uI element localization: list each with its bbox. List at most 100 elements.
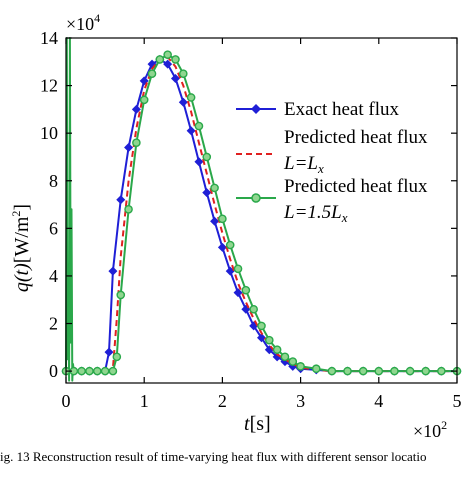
- data-layer: [61, 37, 462, 382]
- series-0-point: [272, 352, 282, 362]
- series-2-point: [241, 285, 251, 295]
- x-tick-label: 4: [374, 391, 383, 411]
- series-0-point: [131, 104, 141, 114]
- series-0-point: [217, 242, 227, 252]
- y-tick-label: 14: [40, 28, 58, 48]
- series-2-point: [296, 362, 305, 371]
- series-0-point: [170, 73, 180, 83]
- x-axis-var: t: [244, 413, 250, 435]
- series-0-point: [116, 195, 126, 205]
- series-2-point: [147, 69, 157, 78]
- series-0-point: [194, 157, 204, 167]
- series-2-point: [358, 366, 368, 376]
- series-2-point: [210, 183, 219, 193]
- y-multiplier-base: ×10: [66, 14, 94, 34]
- series-2-point: [265, 335, 274, 345]
- series-0-point: [178, 97, 188, 107]
- series-2-point: [374, 366, 384, 376]
- series-2-point: [85, 366, 94, 376]
- series-0-point: [108, 266, 118, 276]
- x-multiplier: ×102: [413, 418, 447, 441]
- series-0-point: [202, 188, 212, 198]
- legend-pred1-line1: Predicted heat flux: [284, 127, 428, 148]
- series-0-point: [124, 142, 134, 152]
- series-2-point: [202, 152, 212, 162]
- series-0-point: [233, 288, 243, 298]
- y-axis-unit-exp: 2: [9, 211, 23, 217]
- series-2-point: [225, 240, 235, 250]
- series-2-point: [124, 205, 133, 214]
- legend-pred1-mid: =L: [295, 153, 318, 174]
- series-2-point: [218, 214, 227, 224]
- series-0-point: [241, 304, 251, 314]
- series-2-point: [163, 50, 172, 59]
- series-2-point: [280, 352, 290, 362]
- y-tick-label: 4: [49, 266, 58, 286]
- x-multiplier-exp: 2: [441, 418, 447, 432]
- series-2-point: [100, 366, 110, 376]
- legend-pred2-sub: x: [341, 210, 348, 225]
- y-tick-label: 12: [40, 76, 58, 96]
- y-multiplier: ×104: [66, 11, 100, 34]
- series-2-point: [390, 366, 399, 376]
- series-0-point: [210, 216, 220, 226]
- y-tick-label: 8: [49, 171, 58, 191]
- y-axis-label: q(t)[W/m2]: [9, 204, 33, 292]
- legend-pred1-label: Predicted heat flux: [284, 127, 428, 148]
- x-tick-label: 0: [62, 391, 71, 411]
- legend-pred2-l: L: [283, 202, 295, 223]
- series-0-point: [104, 347, 114, 357]
- legend-pred2-mid: =1.5L: [295, 202, 342, 223]
- series-2-point: [171, 55, 180, 64]
- legend: Exact heat flux Predicted heat flux L=Lx…: [236, 99, 428, 225]
- legend-pred2-marker: [251, 193, 261, 203]
- y-tick-label: 2: [49, 314, 58, 334]
- series-2-point: [421, 366, 431, 376]
- y-tick-label: 6: [49, 218, 58, 238]
- series-2-point: [257, 321, 266, 331]
- x-axis-unit: [s]: [250, 413, 271, 435]
- series-2-point: [327, 366, 337, 376]
- series-2-point: [233, 264, 243, 274]
- y-tick-label: 10: [40, 123, 58, 143]
- legend-exact-label: Exact heat flux: [284, 99, 400, 120]
- y-tick-label: 0: [49, 361, 58, 381]
- series-2-point: [194, 121, 204, 131]
- x-tick-label: 1: [140, 391, 149, 411]
- y-axis-unit: [W/m: [11, 216, 33, 263]
- series-2-point: [112, 352, 122, 362]
- series-2-point: [116, 290, 126, 300]
- legend-pred1-label-2: L=Lx: [283, 153, 324, 176]
- series-0-point: [257, 333, 266, 343]
- series-2-point: [108, 366, 118, 376]
- x-tick-label: 5: [453, 391, 462, 411]
- figure-caption: ig. 13 Reconstruction result of time-var…: [0, 449, 427, 464]
- y-axis-unit-close: ]: [11, 204, 33, 211]
- legend-pred2-label: Predicted heat flux: [284, 176, 428, 197]
- plot-frame: [65, 37, 458, 384]
- series-2-point: [132, 138, 141, 147]
- series-2-point: [92, 366, 102, 376]
- y-axis-var: q(t): [11, 263, 33, 292]
- x-tick-label: 3: [296, 391, 305, 411]
- legend-pred1-sub: x: [317, 161, 324, 176]
- series-2-point: [288, 357, 298, 366]
- series-2-point: [272, 345, 282, 354]
- series-2-point: [178, 69, 188, 78]
- series-0-point: [163, 59, 173, 69]
- y-multiplier-exp: 4: [94, 11, 100, 25]
- x-tick-label: 2: [218, 391, 227, 411]
- series-2-point: [343, 366, 352, 376]
- legend-pred2-line1: Predicted heat flux: [284, 176, 428, 197]
- legend-pred1-l: L: [283, 153, 295, 174]
- series-0-point: [186, 126, 196, 136]
- legend-exact-marker: [251, 104, 261, 114]
- series-2-point: [405, 366, 415, 376]
- series-2-point: [139, 95, 149, 105]
- series-2-point: [155, 55, 165, 64]
- legend-exact-text: Exact heat flux: [284, 99, 400, 120]
- x-multiplier-base: ×10: [413, 421, 441, 441]
- legend-pred2-label-2: L=1.5Lx: [283, 202, 348, 225]
